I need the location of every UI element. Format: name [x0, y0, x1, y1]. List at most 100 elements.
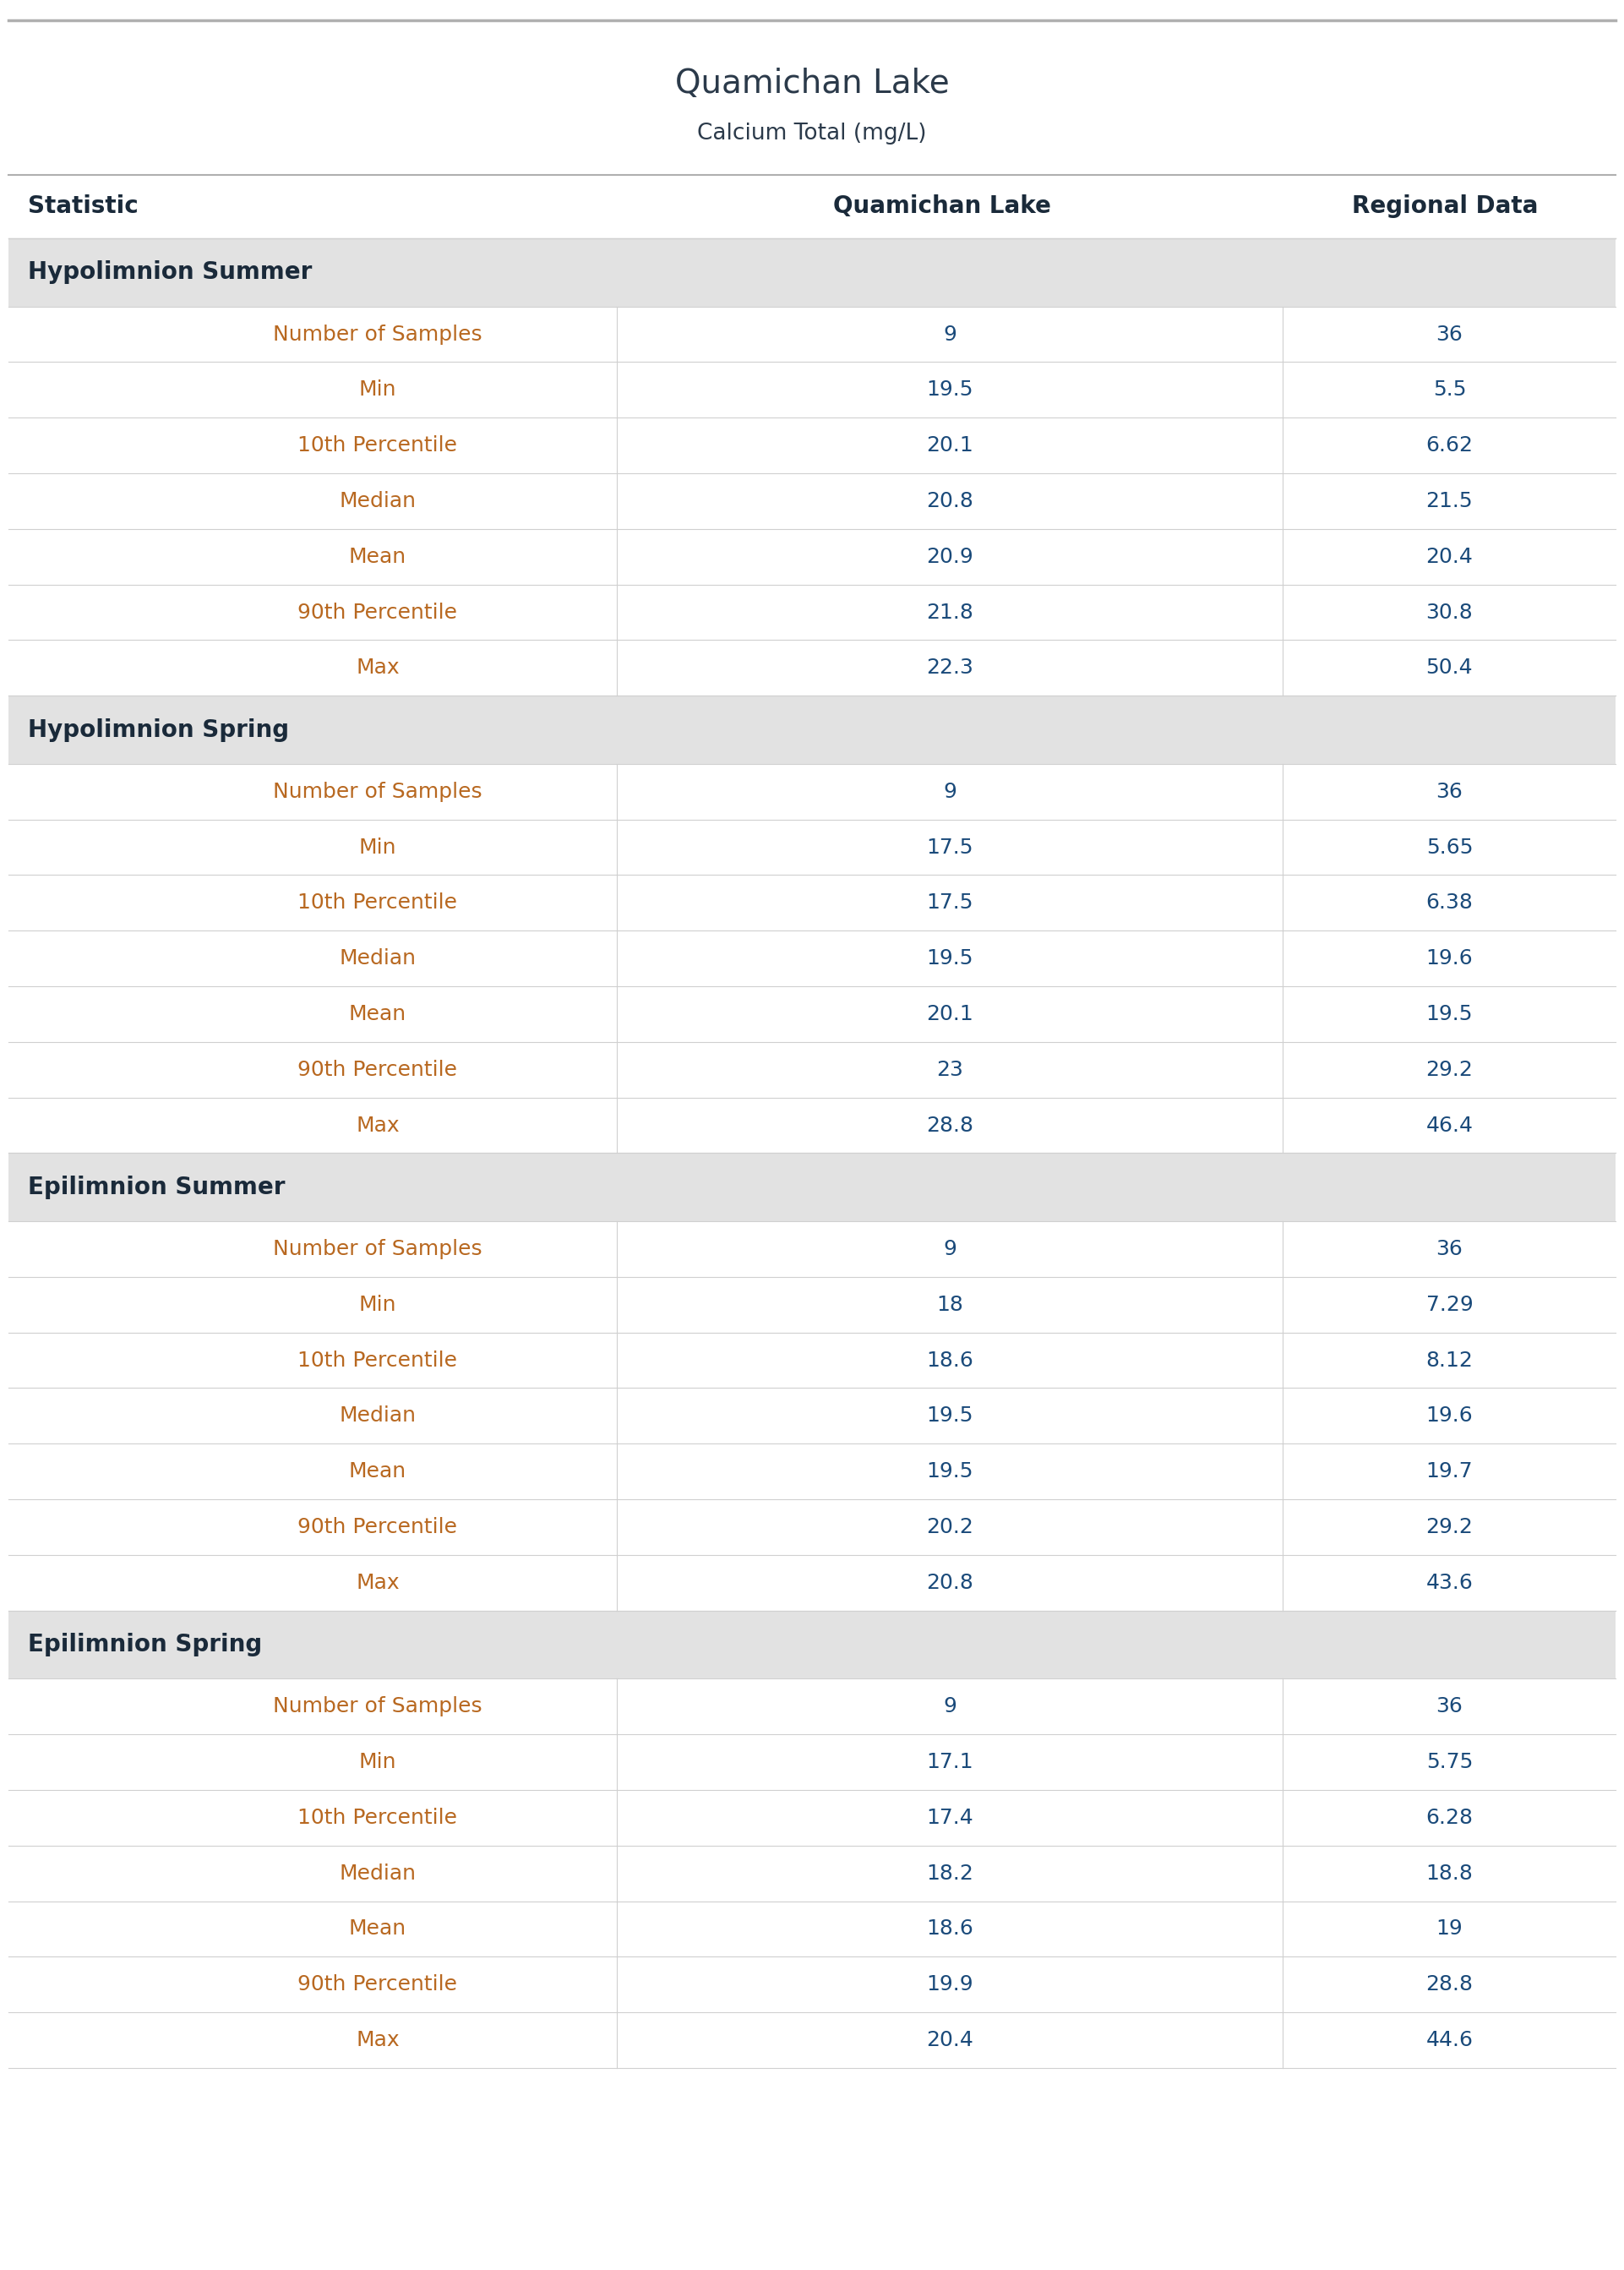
Text: 19.5: 19.5	[927, 1462, 973, 1482]
Bar	[8, 474, 1616, 529]
Text: 28.8: 28.8	[926, 1115, 974, 1135]
Bar	[8, 1957, 1616, 2011]
Text: 29.2: 29.2	[1426, 1060, 1473, 1081]
Text: 36: 36	[1436, 325, 1463, 345]
Text: Quamichan Lake: Quamichan Lake	[676, 68, 948, 100]
Text: 20.1: 20.1	[926, 1003, 974, 1024]
Bar	[8, 1444, 1616, 1498]
Text: Median: Median	[339, 490, 416, 511]
Text: Min: Min	[359, 1752, 396, 1773]
Text: 17.5: 17.5	[927, 838, 973, 858]
Text: Median: Median	[339, 949, 416, 969]
Text: 44.6: 44.6	[1426, 2029, 1473, 2050]
Text: Number of Samples: Number of Samples	[273, 781, 482, 801]
Text: 20.9: 20.9	[926, 547, 974, 568]
Text: 18.6: 18.6	[926, 1918, 974, 1939]
Text: 19.7: 19.7	[1426, 1462, 1473, 1482]
Text: 21.8: 21.8	[926, 602, 974, 622]
Text: Median: Median	[339, 1405, 416, 1426]
Bar	[8, 1609, 1616, 1678]
Text: 8.12: 8.12	[1426, 1351, 1473, 1371]
Text: 18.8: 18.8	[1426, 1864, 1473, 1884]
Bar	[8, 1387, 1616, 1444]
Bar	[8, 583, 1616, 640]
Text: Number of Samples: Number of Samples	[273, 325, 482, 345]
Bar	[8, 985, 1616, 1042]
Text: Quamichan Lake: Quamichan Lake	[833, 195, 1051, 218]
Text: 20.8: 20.8	[926, 1573, 974, 1594]
Text: Calcium Total (mg/L): Calcium Total (mg/L)	[697, 123, 927, 145]
Text: Mean: Mean	[349, 1918, 406, 1939]
Bar	[8, 238, 1616, 306]
Text: 19.5: 19.5	[927, 379, 973, 400]
Text: 46.4: 46.4	[1426, 1115, 1473, 1135]
Text: 19.9: 19.9	[927, 1975, 973, 1995]
Bar	[8, 1789, 1616, 1846]
Bar	[8, 1498, 1616, 1555]
Bar	[8, 695, 1616, 763]
Text: 50.4: 50.4	[1426, 658, 1473, 679]
Text: Epilimnion Spring: Epilimnion Spring	[28, 1632, 261, 1657]
Text: Max: Max	[356, 2029, 400, 2050]
Text: 10th Percentile: 10th Percentile	[297, 1807, 458, 1827]
Bar	[8, 1734, 1616, 1789]
Text: 30.8: 30.8	[1426, 602, 1473, 622]
Text: Max: Max	[356, 1573, 400, 1594]
Bar	[8, 931, 1616, 985]
Text: 20.2: 20.2	[926, 1516, 974, 1537]
Text: 20.4: 20.4	[926, 2029, 974, 2050]
Text: 36: 36	[1436, 1239, 1463, 1260]
Text: 5.75: 5.75	[1426, 1752, 1473, 1773]
Text: 36: 36	[1436, 781, 1463, 801]
Text: 21.5: 21.5	[1426, 490, 1473, 511]
Text: 10th Percentile: 10th Percentile	[297, 1351, 458, 1371]
Bar	[8, 363, 1616, 418]
Text: 36: 36	[1436, 1696, 1463, 1716]
Text: 22.3: 22.3	[926, 658, 974, 679]
Bar	[8, 1276, 1616, 1332]
Text: 90th Percentile: 90th Percentile	[297, 1516, 458, 1537]
Text: 90th Percentile: 90th Percentile	[297, 602, 458, 622]
Text: Mean: Mean	[349, 1462, 406, 1482]
Text: 17.4: 17.4	[926, 1807, 974, 1827]
Bar	[8, 1332, 1616, 1387]
Text: Min: Min	[359, 838, 396, 858]
Text: Epilimnion Summer: Epilimnion Summer	[28, 1176, 284, 1199]
Text: Number of Samples: Number of Samples	[273, 1696, 482, 1716]
Text: 9: 9	[944, 1239, 957, 1260]
Text: 20.1: 20.1	[926, 436, 974, 456]
Text: Regional Data: Regional Data	[1353, 195, 1538, 218]
Text: 10th Percentile: 10th Percentile	[297, 436, 458, 456]
Text: 5.5: 5.5	[1432, 379, 1466, 400]
Bar	[8, 529, 1616, 583]
Text: 18.2: 18.2	[926, 1864, 974, 1884]
Bar	[8, 1678, 1616, 1734]
Text: Min: Min	[359, 1294, 396, 1314]
Text: 6.28: 6.28	[1426, 1807, 1473, 1827]
Text: 5.65: 5.65	[1426, 838, 1473, 858]
Text: 17.1: 17.1	[927, 1752, 973, 1773]
Text: Hypolimnion Spring: Hypolimnion Spring	[28, 717, 289, 742]
Text: 6.62: 6.62	[1426, 436, 1473, 456]
Text: Max: Max	[356, 658, 400, 679]
Bar	[8, 1153, 1616, 1221]
Text: 90th Percentile: 90th Percentile	[297, 1975, 458, 1995]
Text: Hypolimnion Summer: Hypolimnion Summer	[28, 261, 312, 284]
Text: Max: Max	[356, 1115, 400, 1135]
Text: Statistic: Statistic	[28, 195, 138, 218]
Text: 19.5: 19.5	[1426, 1003, 1473, 1024]
Text: 10th Percentile: 10th Percentile	[297, 892, 458, 913]
Bar	[8, 2011, 1616, 2068]
Text: 20.4: 20.4	[1426, 547, 1473, 568]
Text: 29.2: 29.2	[1426, 1516, 1473, 1537]
Bar	[8, 1900, 1616, 1957]
Text: Min: Min	[359, 379, 396, 400]
Text: Median: Median	[339, 1864, 416, 1884]
Bar	[8, 1555, 1616, 1609]
Text: 23: 23	[937, 1060, 963, 1081]
Text: 90th Percentile: 90th Percentile	[297, 1060, 458, 1081]
Text: Mean: Mean	[349, 1003, 406, 1024]
Text: 19.6: 19.6	[1426, 949, 1473, 969]
Text: 43.6: 43.6	[1426, 1573, 1473, 1594]
Text: 6.38: 6.38	[1426, 892, 1473, 913]
